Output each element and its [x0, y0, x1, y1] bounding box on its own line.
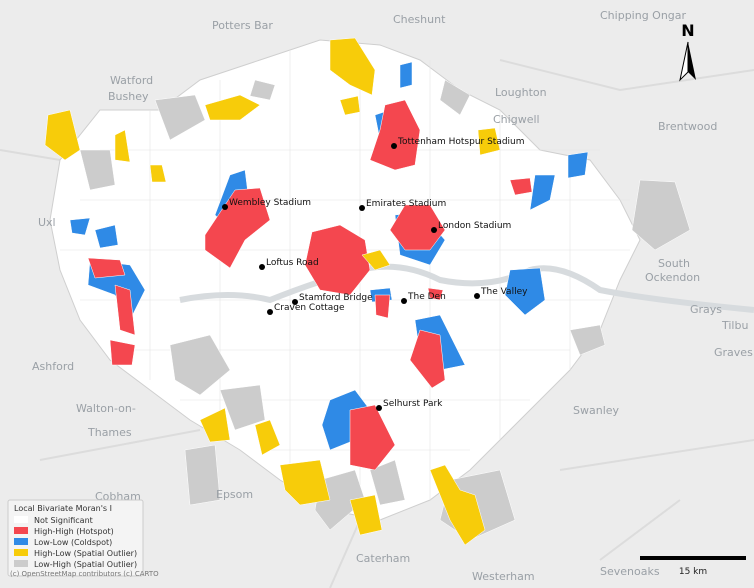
stadium-label: The Valley: [480, 287, 528, 297]
stadium-dot: [267, 309, 273, 315]
stadium-dot: [401, 298, 407, 304]
scale-line: [640, 556, 746, 560]
arrow-light: [679, 41, 689, 82]
stadium-label: Emirates Stadium: [366, 199, 446, 209]
stadium-dot: [292, 299, 298, 305]
stadium-label: Selhurst Park: [383, 399, 443, 409]
place-label: Thames: [87, 426, 132, 439]
place-label: Caterham: [356, 552, 410, 565]
north-label: N: [681, 21, 694, 40]
place-label: Walton-on-: [76, 402, 136, 415]
stadium-label: Tottenham Hotspur Stadium: [397, 137, 525, 147]
place-label: Graves: [714, 346, 753, 359]
legend-label: Low-High (Spatial Outlier): [34, 560, 137, 569]
scale-label: 15 km: [679, 567, 707, 577]
place-label: Westerham: [472, 570, 535, 583]
place-label: Brentwood: [658, 120, 717, 133]
place-label: Cheshunt: [393, 13, 446, 26]
legend-label: Not Significant: [34, 516, 93, 525]
place-labels: Potters Bar Cheshunt Chipping Ongar Watf…: [32, 9, 753, 583]
legend-label: High-High (Hotspot): [34, 527, 114, 536]
scale-bar: 15 km: [640, 556, 746, 577]
place-label: Chipping Ongar: [600, 9, 687, 22]
attribution: (c) OpenStreetMap contributors (c) CARTO: [10, 570, 159, 578]
stadium-label: Loftus Road: [266, 258, 319, 268]
stadium-dot: [222, 204, 228, 210]
clusters: [44, 37, 691, 546]
legend-box: [7, 499, 144, 577]
place-label: Swanley: [573, 404, 620, 417]
stadium-label: Stamford Bridge: [299, 293, 373, 303]
stadium-label: Wembley Stadium: [229, 198, 311, 208]
legend-swatch: [14, 538, 28, 545]
place-label: Ashford: [32, 360, 74, 373]
place-label: South: [658, 257, 690, 270]
stadium-label: The Den: [407, 292, 446, 302]
place-label: Loughton: [495, 86, 547, 99]
place-label: Ockendon: [645, 271, 700, 284]
arrow-dark: [688, 42, 696, 80]
place-label: Potters Bar: [212, 19, 273, 32]
place-label: Bushey: [108, 90, 149, 103]
stadium-dot: [359, 205, 365, 211]
stadium-dot: [376, 405, 382, 411]
place-label: Epsom: [216, 488, 253, 501]
place-label: Uxl: [38, 216, 56, 229]
stadium-dot: [259, 264, 265, 270]
stadium-dot: [431, 227, 437, 233]
place-label: Grays: [690, 303, 722, 316]
stadium-label: Craven Cottage: [274, 303, 345, 313]
place-label: Sevenoaks: [600, 565, 660, 578]
stadium-dot: [391, 143, 397, 149]
legend-title: Local Bivariate Moran's I: [14, 504, 112, 513]
legend-label: High-Low (Spatial Outlier): [34, 549, 137, 558]
stadium-label: London Stadium: [438, 221, 511, 231]
legend: Local Bivariate Moran's I Not Significan…: [7, 499, 144, 577]
legend-swatch: [14, 549, 28, 556]
place-label: Chigwell: [493, 113, 540, 126]
stadiums: Tottenham Hotspur Stadium Wembley Stadiu…: [222, 137, 528, 411]
thames: [179, 263, 754, 313]
legend-swatch: [14, 527, 28, 534]
place-label: Watford: [110, 74, 153, 87]
legend-label: Low-Low (Coldspot): [34, 538, 112, 547]
stadium-dot: [474, 293, 480, 299]
legend-swatch: [14, 516, 28, 523]
place-label: Tilbu: [721, 319, 748, 332]
north-arrow: N: [679, 21, 696, 82]
legend-swatch: [14, 560, 28, 567]
